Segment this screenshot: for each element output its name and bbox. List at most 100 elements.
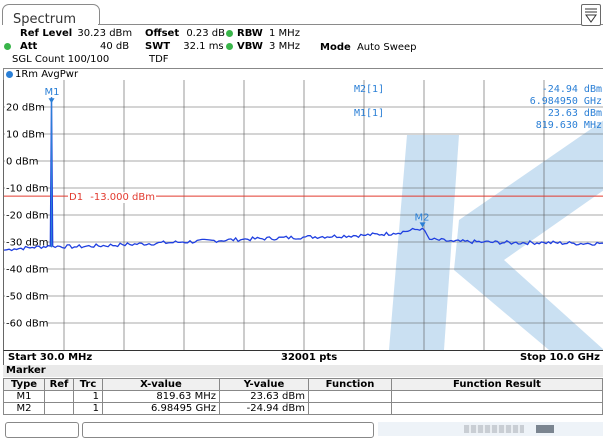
table-row[interactable]: M1 1 819.63 MHz 23.63 dBm (3, 390, 603, 403)
att-value: 40 dB (100, 41, 130, 52)
ref-level: Ref Level 30.23 dBm (20, 28, 132, 39)
y-tick-label-bg (5, 209, 47, 220)
y-tick-label-bg (5, 155, 35, 166)
cell-type: M2 (3, 402, 45, 415)
marker-m2-triangle (419, 222, 426, 228)
col-function-result: Function Result (391, 378, 603, 391)
sweep-status-bar: Start 30.0 MHz 32001 pts Stop 10.0 GHz (3, 350, 603, 366)
start-frequency: Start 30.0 MHz (8, 352, 93, 363)
sgl-count: SGL Count 100/100 (12, 54, 110, 65)
vbw-value: 3 MHz (269, 41, 300, 52)
sweep-points: 32001 pts (281, 352, 338, 363)
status-field-left[interactable] (5, 422, 79, 438)
rbw-label: RBW (237, 28, 263, 39)
trace-1-line (4, 97, 603, 252)
cell-type: M1 (3, 390, 45, 403)
display-line-value: -13.000 dBm (90, 192, 155, 203)
cell-x-value: 6.98495 GHz (102, 402, 220, 415)
y-tick-label-bg (5, 290, 47, 301)
y-tick-label-bg (5, 263, 47, 274)
cell-function (308, 390, 392, 403)
sweep-mode: Mode Auto Sweep (320, 42, 417, 53)
cell-x-value: 819.63 MHz (102, 390, 220, 403)
cell-y-value: 23.63 dBm (219, 390, 309, 403)
cell-function-result (391, 390, 603, 403)
swt-label: SWT (145, 41, 171, 52)
y-tick-label: 20 dBm (6, 103, 45, 114)
offset-label: Offset (145, 28, 180, 39)
trace-label: 1Rm AvgPwr (15, 69, 79, 80)
m2-readout-freq: 6.984950 GHz (529, 96, 602, 107)
m2-readout-level: -24.94 dBm (541, 84, 602, 95)
stop-frequency: Stop 10.0 GHz (519, 352, 600, 363)
y-tick-label: -30 dBm (6, 238, 48, 249)
y-tick-label-bg (5, 317, 47, 328)
status-field-message[interactable] (82, 422, 374, 438)
spectrum-plot[interactable]: 20 dBm 10 dBm 0 dBm -10 dBm -20 dBm -30 dBm -4… (3, 80, 603, 351)
tab-bar: Spectrum (0, 0, 603, 27)
rbw-value: 1 MHz (269, 28, 300, 39)
vbw: VBW 3 MHz (237, 41, 300, 52)
y-tick-label: 0 dBm (6, 157, 39, 168)
y-tick-label: -40 dBm (6, 265, 48, 276)
y-tick-label-bg (5, 182, 47, 193)
marker-table-title: Marker (3, 365, 603, 377)
tab-spectrum[interactable]: Spectrum (2, 4, 100, 27)
mode-value: Auto Sweep (356, 42, 417, 53)
tdf-label: TDF (149, 54, 169, 65)
cell-trc: 1 (73, 390, 103, 403)
m2-readout-label: M2[1] (354, 84, 385, 95)
marker-m2-tag: M2 (415, 212, 430, 223)
status-field-right (378, 422, 603, 436)
display-line-name: D1 (69, 192, 84, 203)
y-tick-label: -60 dBm (6, 319, 48, 330)
instrument-status-bar (0, 419, 603, 438)
m1-readout-label: M1[1] (354, 108, 385, 119)
cell-function-result (391, 402, 603, 415)
cell-function (308, 402, 392, 415)
y-axis-labels: 20 dBm 10 dBm 0 dBm -10 dBm -20 dBm -30 dBm -4… (5, 101, 48, 330)
marker-table-header: Type Ref Trc X-value Y-value Function Fu… (3, 378, 603, 391)
cell-y-value: -24.94 dBm (219, 402, 309, 415)
col-function: Function (308, 378, 392, 391)
cell-ref (44, 390, 74, 403)
mode-label: Mode (320, 42, 351, 53)
cell-ref (44, 402, 74, 415)
marker-table: Type Ref Trc X-value Y-value Function Fu… (3, 378, 603, 415)
m1-readout-freq: 819.630 MHz (535, 120, 602, 131)
tab-spectrum-label: Spectrum (13, 12, 76, 27)
activity-icon (536, 425, 554, 433)
col-type: Type (3, 378, 45, 391)
col-trc: Trc (73, 378, 103, 391)
m1-readout-level: 23.63 dBm (547, 108, 602, 119)
trace-1 (4, 97, 603, 252)
ref-level-label: Ref Level (20, 28, 73, 39)
spectrum-chart-svg: 20 dBm 10 dBm 0 dBm -10 dBm -20 dBm -30 dBm -4… (4, 80, 603, 350)
att-label: Att (20, 41, 38, 52)
marker-m1-tag: M1 (45, 87, 60, 98)
rbw: RBW 1 MHz (237, 28, 300, 39)
trace-color-dot (6, 71, 13, 78)
marker-m1-triangle (48, 98, 55, 104)
col-y-value: Y-value (219, 378, 309, 391)
att-status-dot (4, 42, 11, 53)
tab-divider (98, 24, 603, 25)
table-row[interactable]: M2 1 6.98495 GHz -24.94 dBm (3, 402, 603, 415)
vbw-status-dot (226, 42, 233, 53)
vbw-label: VBW (237, 41, 263, 52)
watermark-logo (389, 120, 603, 350)
offset: Offset 0.23 dB (145, 28, 225, 39)
menu-dropdown-icon[interactable] (581, 4, 601, 26)
y-tick-label-bg (5, 128, 41, 139)
rbw-status-dot (226, 29, 233, 40)
y-tick-label: -10 dBm (6, 184, 48, 195)
y-tick-label: -50 dBm (6, 292, 48, 303)
progress-indicator (464, 425, 524, 433)
plot-grid (4, 80, 603, 350)
ref-level-value: 30.23 dBm (77, 28, 133, 39)
display-line-label: D1 -13.000 dBm (68, 192, 156, 203)
y-tick-label: 10 dBm (6, 130, 45, 141)
y-tick-label-bg (5, 101, 41, 112)
swt: SWT 32.1 ms (145, 41, 224, 52)
y-tick-label: -20 dBm (6, 211, 48, 222)
